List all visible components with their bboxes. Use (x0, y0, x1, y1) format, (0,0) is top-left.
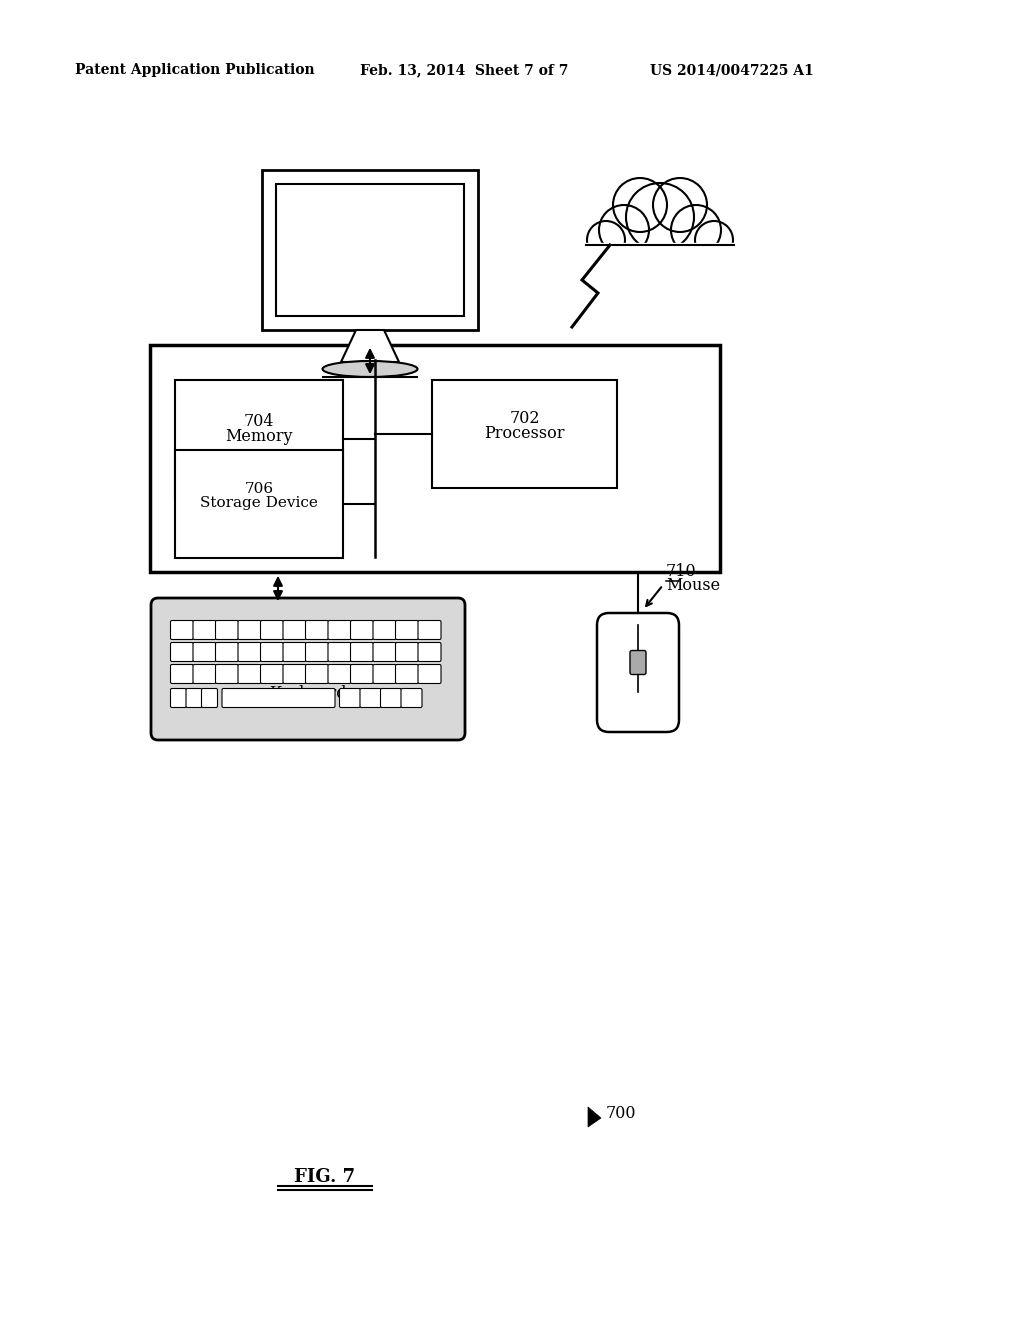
Text: 704: 704 (244, 413, 274, 430)
FancyBboxPatch shape (151, 598, 465, 741)
Circle shape (587, 220, 625, 259)
FancyBboxPatch shape (260, 643, 284, 661)
Text: Network: Network (625, 230, 695, 247)
FancyBboxPatch shape (418, 620, 441, 639)
Bar (150, 345, 720, 572)
FancyBboxPatch shape (350, 620, 374, 639)
Bar (175, 380, 343, 498)
Bar (276, 183, 464, 315)
FancyBboxPatch shape (260, 664, 284, 684)
FancyBboxPatch shape (418, 643, 441, 661)
Text: Feb. 13, 2014  Sheet 7 of 7: Feb. 13, 2014 Sheet 7 of 7 (360, 63, 568, 77)
Bar (432, 380, 617, 488)
FancyBboxPatch shape (222, 689, 335, 708)
Bar (586, 243, 734, 267)
Text: Processor: Processor (484, 425, 565, 442)
FancyBboxPatch shape (350, 664, 374, 684)
Polygon shape (588, 1107, 601, 1127)
FancyBboxPatch shape (373, 620, 396, 639)
Polygon shape (341, 330, 399, 362)
FancyBboxPatch shape (238, 643, 261, 661)
Bar (175, 450, 343, 558)
FancyBboxPatch shape (305, 664, 329, 684)
FancyBboxPatch shape (630, 651, 646, 675)
FancyBboxPatch shape (171, 689, 186, 708)
FancyBboxPatch shape (350, 643, 374, 661)
FancyBboxPatch shape (401, 689, 422, 708)
Text: Memory: Memory (225, 428, 293, 445)
Text: 714: 714 (645, 215, 675, 232)
FancyBboxPatch shape (193, 643, 216, 661)
Circle shape (599, 205, 649, 255)
Text: 706: 706 (245, 482, 273, 496)
FancyBboxPatch shape (395, 620, 419, 639)
FancyBboxPatch shape (328, 620, 351, 639)
FancyBboxPatch shape (418, 664, 441, 684)
Text: 700: 700 (606, 1105, 637, 1122)
FancyBboxPatch shape (283, 620, 306, 639)
FancyBboxPatch shape (215, 664, 239, 684)
FancyBboxPatch shape (328, 664, 351, 684)
Ellipse shape (323, 360, 418, 378)
Text: 702: 702 (509, 411, 540, 428)
FancyBboxPatch shape (395, 664, 419, 684)
FancyBboxPatch shape (340, 689, 360, 708)
Circle shape (613, 178, 667, 232)
FancyBboxPatch shape (171, 643, 194, 661)
FancyBboxPatch shape (193, 664, 216, 684)
FancyBboxPatch shape (186, 689, 202, 708)
FancyBboxPatch shape (215, 643, 239, 661)
Circle shape (671, 205, 721, 255)
FancyBboxPatch shape (305, 643, 329, 661)
FancyBboxPatch shape (171, 664, 194, 684)
FancyBboxPatch shape (305, 620, 329, 639)
FancyBboxPatch shape (283, 643, 306, 661)
Circle shape (653, 178, 707, 232)
Circle shape (695, 220, 733, 259)
Text: Keyboard: Keyboard (269, 685, 347, 702)
Text: US 2014/0047225 A1: US 2014/0047225 A1 (650, 63, 814, 77)
FancyBboxPatch shape (260, 620, 284, 639)
FancyBboxPatch shape (193, 620, 216, 639)
Text: Monitor: Monitor (337, 240, 402, 257)
Text: 708: 708 (293, 671, 324, 688)
FancyBboxPatch shape (328, 643, 351, 661)
FancyBboxPatch shape (597, 612, 679, 733)
FancyBboxPatch shape (238, 620, 261, 639)
FancyBboxPatch shape (215, 620, 239, 639)
Text: 712: 712 (354, 226, 385, 243)
Bar (262, 170, 478, 330)
FancyBboxPatch shape (283, 664, 306, 684)
Text: Patent Application Publication: Patent Application Publication (75, 63, 314, 77)
Circle shape (626, 183, 694, 251)
Text: 710: 710 (666, 564, 696, 579)
FancyBboxPatch shape (381, 689, 401, 708)
FancyBboxPatch shape (360, 689, 381, 708)
FancyBboxPatch shape (238, 664, 261, 684)
Text: Storage Device: Storage Device (200, 496, 317, 511)
FancyBboxPatch shape (373, 664, 396, 684)
FancyBboxPatch shape (171, 620, 194, 639)
FancyBboxPatch shape (395, 643, 419, 661)
FancyBboxPatch shape (202, 689, 217, 708)
Text: Mouse: Mouse (666, 577, 720, 594)
Text: FIG. 7: FIG. 7 (295, 1168, 355, 1185)
FancyBboxPatch shape (373, 643, 396, 661)
